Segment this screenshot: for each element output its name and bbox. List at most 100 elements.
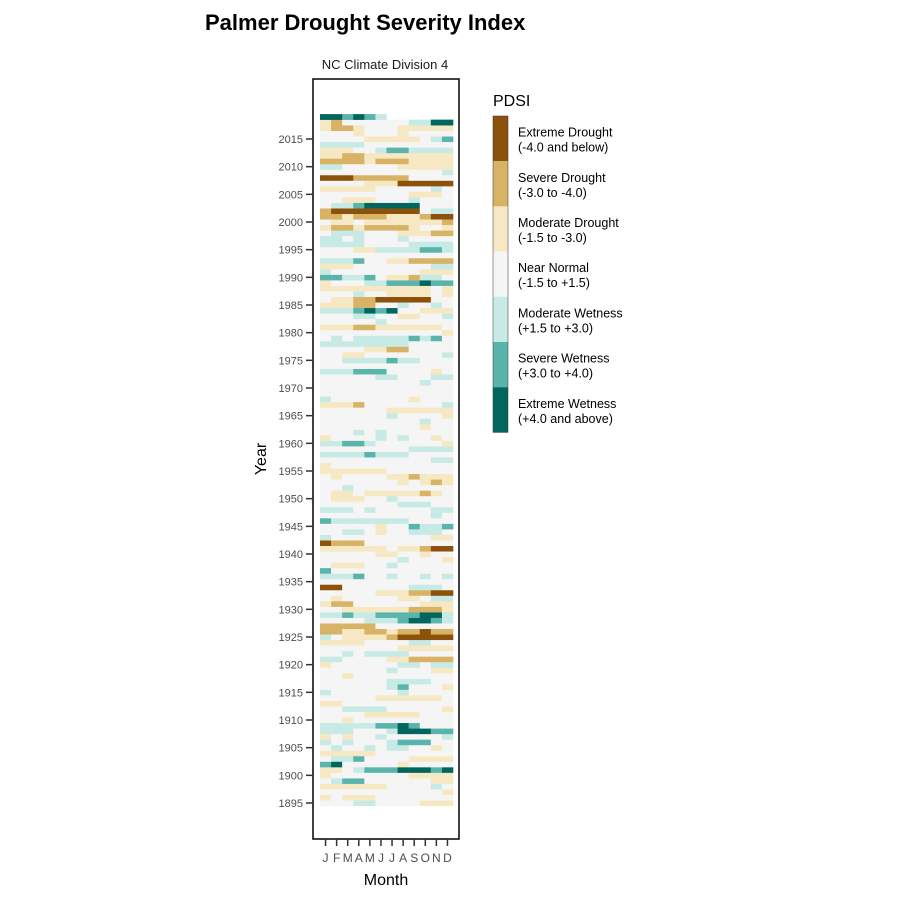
heatmap-cell [430, 645, 443, 652]
heatmap-cell [342, 778, 354, 784]
heatmap-cell [364, 645, 376, 652]
heatmap-cell [386, 385, 398, 392]
x-tick-label: A [399, 851, 407, 865]
heatmap-cell [353, 761, 365, 768]
heatmap-cell [419, 191, 432, 198]
heatmap-cell [364, 390, 376, 397]
heatmap-cell [353, 495, 365, 502]
heatmap-cell [375, 412, 387, 419]
heatmap-cell [430, 169, 443, 176]
heatmap-cell [342, 163, 354, 170]
heatmap-cell [353, 274, 365, 281]
heatmap-cell [353, 451, 365, 458]
legend-label: Near Normal [518, 261, 589, 275]
heatmap-cell [342, 147, 354, 154]
heatmap-cell [408, 661, 421, 668]
heatmap-cell [419, 197, 432, 203]
heatmap-cell [430, 672, 443, 679]
heatmap-cell [375, 689, 387, 696]
heatmap-cell [353, 163, 365, 170]
heatmap-cell [441, 385, 454, 392]
heatmap-cell [419, 540, 432, 546]
y-tick-label: 1900 [279, 770, 303, 782]
heatmap-cell [364, 180, 376, 187]
heatmap-cell [320, 717, 332, 724]
heatmap-cell [320, 501, 332, 508]
heatmap-cell [353, 412, 365, 419]
heatmap-cell [320, 385, 332, 392]
heatmap-cell [397, 235, 409, 242]
heatmap-cell [419, 667, 432, 674]
heatmap-cell [353, 407, 365, 414]
heatmap-cell [364, 506, 376, 513]
heatmap-cell [397, 484, 409, 491]
heatmap-cell [430, 396, 443, 403]
heatmap-cell [386, 578, 398, 585]
heatmap-cell [342, 219, 354, 226]
y-tick-label: 1965 [279, 411, 303, 423]
heatmap-cell [386, 744, 398, 751]
heatmap-cell [419, 136, 432, 143]
heatmap-cell [419, 457, 432, 463]
heatmap-cell [430, 479, 443, 486]
heatmap-cell [320, 628, 332, 635]
heatmap-cell [375, 401, 387, 408]
heatmap-cell [441, 324, 454, 331]
heatmap-cell [364, 257, 376, 264]
heatmap-cell [331, 197, 343, 203]
heatmap-cell [364, 235, 376, 242]
heatmap-cell [364, 595, 376, 602]
heatmap-cell [353, 750, 365, 757]
heatmap-cell [419, 473, 432, 480]
heatmap-cell [441, 263, 454, 270]
heatmap-cell [320, 346, 332, 353]
heatmap-cell [408, 213, 421, 220]
heatmap-cell [386, 783, 398, 790]
heatmap-cell [419, 307, 432, 314]
heatmap-cell [408, 208, 421, 214]
heatmap-cell [397, 523, 409, 530]
heatmap-cell [441, 755, 454, 762]
heatmap-cell [375, 601, 387, 607]
heatmap-cell [386, 672, 398, 679]
heatmap-cell [397, 158, 409, 165]
heatmap-cell [375, 407, 387, 414]
heatmap-cell [331, 274, 343, 281]
heatmap-cell [408, 755, 421, 762]
heatmap-cell [375, 650, 387, 657]
heatmap-cell [320, 794, 332, 801]
heatmap-cell [353, 678, 365, 685]
heatmap-cell [331, 728, 343, 735]
heatmap-cell [419, 495, 432, 502]
heatmap-cell [375, 241, 387, 248]
heatmap-cell [441, 573, 454, 580]
heatmap-cell [375, 501, 387, 508]
heatmap-cell [353, 479, 365, 486]
heatmap-cell [364, 130, 376, 137]
heatmap-cell [342, 728, 354, 735]
heatmap-cell [331, 136, 343, 143]
heatmap-cell [375, 324, 387, 331]
heatmap-cell [386, 235, 398, 242]
heatmap-cell [397, 473, 409, 480]
heatmap-cell [342, 246, 354, 253]
heatmap-cell [353, 628, 365, 635]
heatmap-cell [342, 152, 354, 159]
heatmap-cell [408, 257, 421, 264]
heatmap-cell [320, 407, 332, 414]
heatmap-cell [386, 219, 398, 226]
legend-swatch [493, 296, 508, 342]
heatmap-cell [419, 462, 432, 469]
heatmap-cell [353, 562, 365, 569]
heatmap-cell [331, 678, 343, 685]
heatmap-cell [419, 213, 432, 220]
heatmap-cell [364, 158, 376, 165]
heatmap-cell [397, 197, 409, 203]
heatmap-cell [342, 446, 354, 452]
heatmap-cell [375, 672, 387, 679]
heatmap-cell [430, 401, 443, 408]
heatmap-cell [430, 783, 443, 790]
heatmap-cell [364, 512, 376, 519]
heatmap-cell [386, 269, 398, 275]
heatmap-cell [430, 440, 443, 447]
